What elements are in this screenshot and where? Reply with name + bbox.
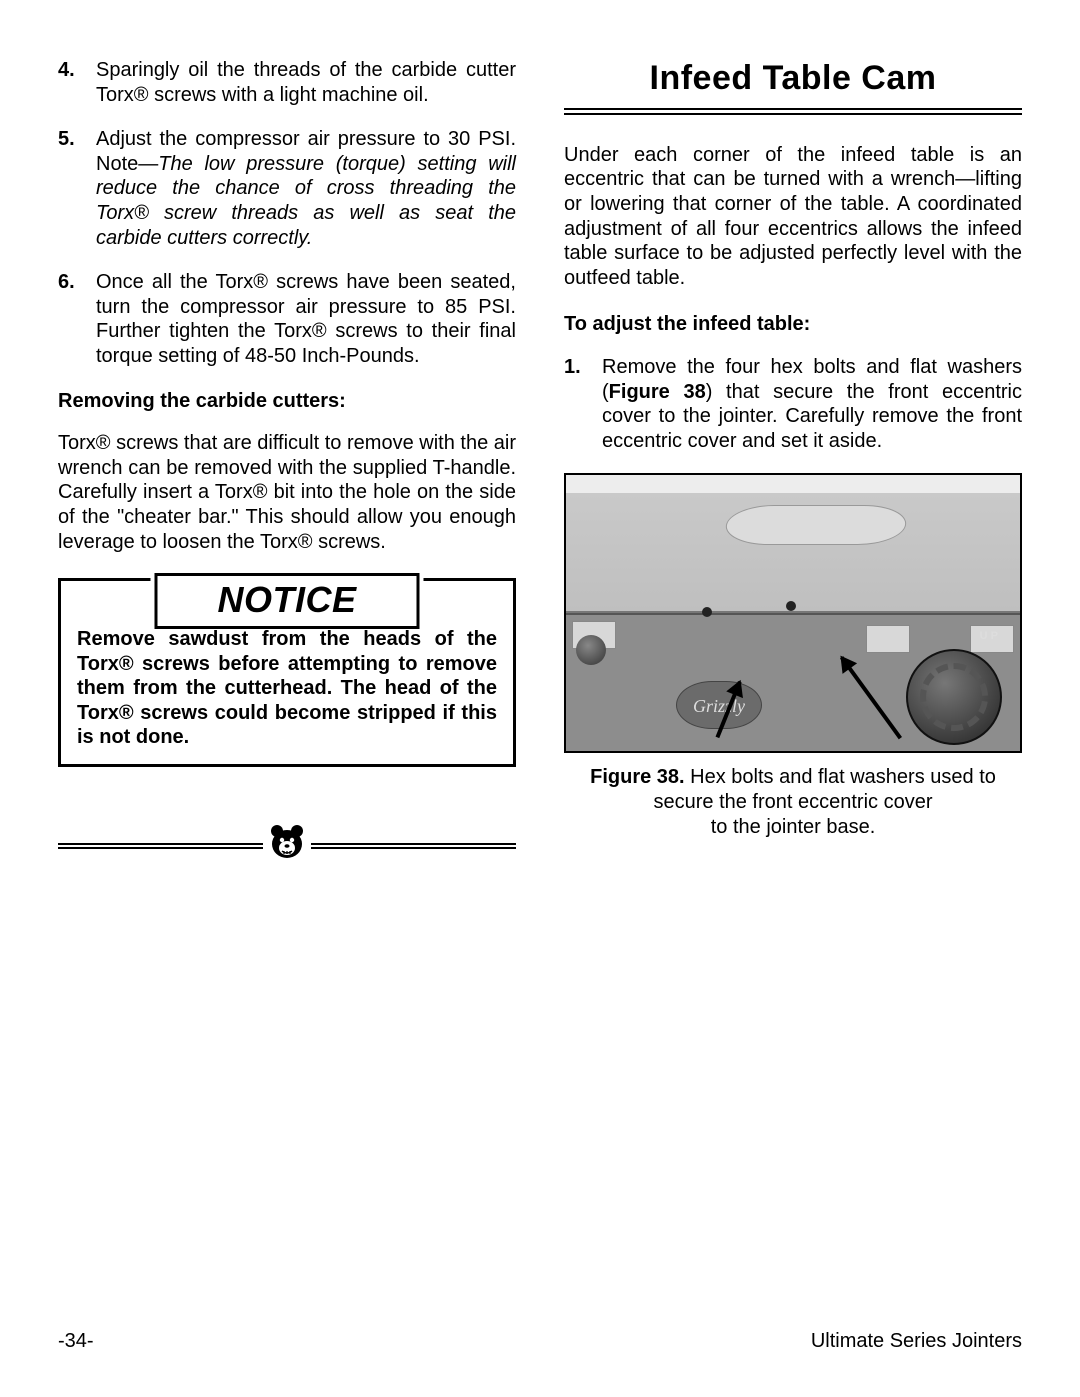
publication-title: Ultimate Series Jointers <box>811 1330 1022 1353</box>
infeed-intro-paragraph: Under each corner of the infeed table is… <box>564 143 1022 291</box>
notice-body-text: Remove sawdust from the heads of the Tor… <box>77 627 497 750</box>
grizzly-badge-icon: Grizzly <box>676 681 762 729</box>
adjust-infeed-subhead: To adjust the infeed table: <box>564 312 1022 337</box>
caption-text-1: Hex bolts and flat washers used to secur… <box>653 766 995 813</box>
adjust-infeed-steps: Remove the four hex bolts and flat washe… <box>564 355 1022 453</box>
right-column: Infeed Table Cam Under each corner of th… <box>564 58 1022 851</box>
two-column-layout: Sparingly oil the threads of the carbide… <box>58 58 1022 851</box>
jointer-fence-illustration <box>722 505 909 545</box>
figure-ref-38: Figure 38 <box>609 381 706 403</box>
section-divider <box>58 803 516 851</box>
step-5: Adjust the compressor air pressure to 30… <box>58 127 516 250</box>
removing-cutters-subhead: Removing the carbide cutters: <box>58 389 516 414</box>
step-4: Sparingly oil the threads of the carbide… <box>58 58 516 107</box>
notice-title-wrap: NOTICE <box>150 573 423 629</box>
page-footer: -34- Ultimate Series Jointers <box>58 1330 1022 1353</box>
page-number: -34- <box>58 1330 94 1353</box>
adjust-step-1: Remove the four hex bolts and flat washe… <box>564 355 1022 453</box>
figure-38-image: Grizzly U P <box>564 473 1022 753</box>
notice-box: NOTICE Remove sawdust from the heads of … <box>58 578 516 767</box>
step-6-text: Once all the Torx® screws have been seat… <box>96 271 516 367</box>
divider-line-right <box>311 843 516 849</box>
step-6: Once all the Torx® screws have been seat… <box>58 270 516 368</box>
caption-figure-label: Figure 38. <box>590 766 684 788</box>
divider-line-left <box>58 843 263 849</box>
installation-steps-list: Sparingly oil the threads of the carbide… <box>58 58 516 369</box>
caption-text-2: to the jointer base. <box>711 816 876 838</box>
notice-title: NOTICE <box>154 573 419 629</box>
handwheel-icon <box>906 649 1002 745</box>
title-rules <box>564 108 1022 115</box>
divider-lines <box>58 823 516 870</box>
figure-38-caption: Figure 38. Hex bolts and flat washers us… <box>564 765 1022 839</box>
bear-icon <box>263 821 311 868</box>
step-4-text: Sparingly oil the threads of the carbide… <box>96 59 516 106</box>
section-title: Infeed Table Cam <box>564 58 1022 100</box>
manual-page: Sparingly oil the threads of the carbide… <box>0 0 1080 1397</box>
up-label: U P <box>980 630 998 644</box>
label-plate-icon <box>866 625 910 653</box>
step-5-note-italic: The low pressure (torque) setting will r… <box>96 153 516 249</box>
removing-cutters-paragraph: Torx® screws that are difficult to remov… <box>58 431 516 554</box>
left-column: Sparingly oil the threads of the carbide… <box>58 58 516 851</box>
